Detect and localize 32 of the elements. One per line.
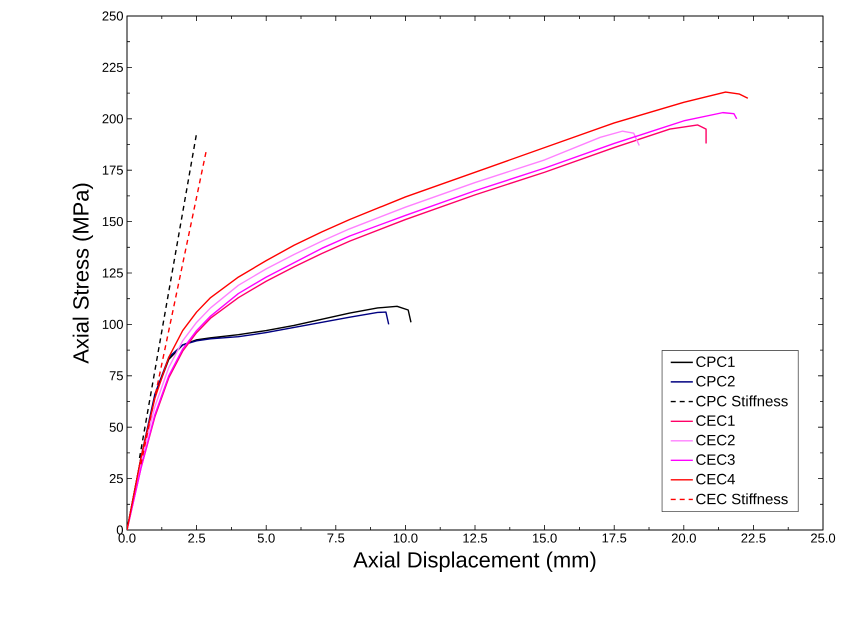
- y-tick-label: 250: [102, 11, 123, 21]
- x-tick-label: 10.0: [394, 534, 418, 543]
- y-tick-label: 150: [102, 217, 123, 226]
- y-axis-title: Axial Stress (MPa): [72, 184, 94, 364]
- y-tick-label: 100: [102, 320, 123, 329]
- legend-label: CPC2: [696, 376, 735, 386]
- x-tick-label: 7.5: [327, 534, 344, 543]
- y-tick-label: 175: [102, 166, 123, 175]
- y-tick-label: 200: [102, 114, 123, 124]
- y-tick-label: 125: [102, 268, 123, 278]
- x-tick-label: 12.5: [463, 534, 488, 543]
- legend-label: CEC Stiffness: [696, 493, 788, 504]
- x-tick-label: 20.0: [672, 534, 696, 543]
- legend-label: CEC1: [696, 415, 735, 426]
- legend-label: CEC4: [696, 474, 735, 484]
- legend-label: CPC Stiffness: [696, 395, 788, 406]
- x-tick-label: 0.0: [118, 534, 136, 543]
- legend-label: CEC3: [696, 454, 735, 465]
- y-tick-label: 75: [110, 371, 123, 380]
- y-tick-label: 25: [110, 474, 123, 484]
- y-tick-label: 0: [116, 525, 123, 535]
- y-tick-label: 225: [102, 62, 123, 72]
- x-tick-label: 2.5: [188, 534, 206, 543]
- x-tick-label: 25.0: [811, 534, 836, 543]
- x-axis-title: Axial Displacement (mm): [353, 552, 596, 572]
- x-tick-label: 17.5: [602, 534, 626, 543]
- x-tick-label: 15.0: [532, 534, 557, 543]
- y-tick-label: 50: [110, 422, 123, 432]
- x-tick-label: 5.0: [258, 534, 275, 543]
- legend-label: CEC2: [696, 434, 735, 446]
- legend-label: CPC1: [696, 356, 735, 367]
- x-tick-label: 22.5: [741, 534, 766, 543]
